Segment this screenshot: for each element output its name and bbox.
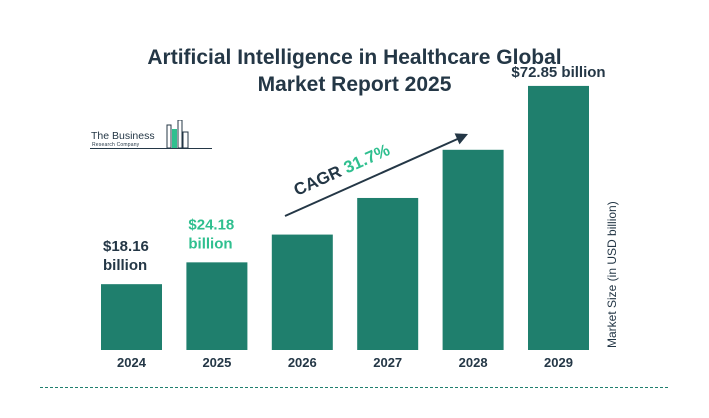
bar-2027 <box>357 197 419 350</box>
bar-2029 <box>528 85 589 350</box>
data-label-value-2024: $18.16 <box>103 238 149 255</box>
logo-text-secondary: Research Company <box>92 142 140 148</box>
bar-2024 <box>101 284 162 350</box>
title-line-2: Market Report 2025 <box>257 73 452 96</box>
bar-2026 <box>271 234 333 350</box>
data-label-value-2025: $24.18 <box>188 216 234 233</box>
title-line-1: Artificial Intelligence in Healthcare Gl… <box>147 46 562 69</box>
data-label-value-2029: $72.85 billion <box>511 64 605 81</box>
x-tick-label-2024: 2024 <box>117 355 147 370</box>
cagr-arrow-head <box>454 133 468 145</box>
footer-divider <box>40 387 668 388</box>
y-axis-label: Market Size (in USD billion) <box>605 201 619 348</box>
bar-2028 <box>442 149 504 350</box>
building-bars-icon <box>90 120 212 149</box>
x-tick-label-2029: 2029 <box>544 355 573 370</box>
chart-title: Artificial Intelligence in Healthcare Gl… <box>0 44 709 98</box>
data-label-unit-2025: billion <box>188 235 232 252</box>
data-label-unit-2024: billion <box>103 257 147 274</box>
bar-2025 <box>186 262 248 350</box>
x-tick-label-2027: 2027 <box>373 355 402 370</box>
cagr-arrow-line <box>284 136 463 217</box>
x-tick-label-2028: 2028 <box>459 355 488 370</box>
cagr-prefix: CAGR <box>291 160 349 200</box>
x-tick-label-2025: 2025 <box>202 355 231 370</box>
x-tick-label-2026: 2026 <box>288 355 317 370</box>
logo-text-primary: The Business <box>91 130 155 142</box>
company-logo: The Business Research Company <box>84 120 219 154</box>
